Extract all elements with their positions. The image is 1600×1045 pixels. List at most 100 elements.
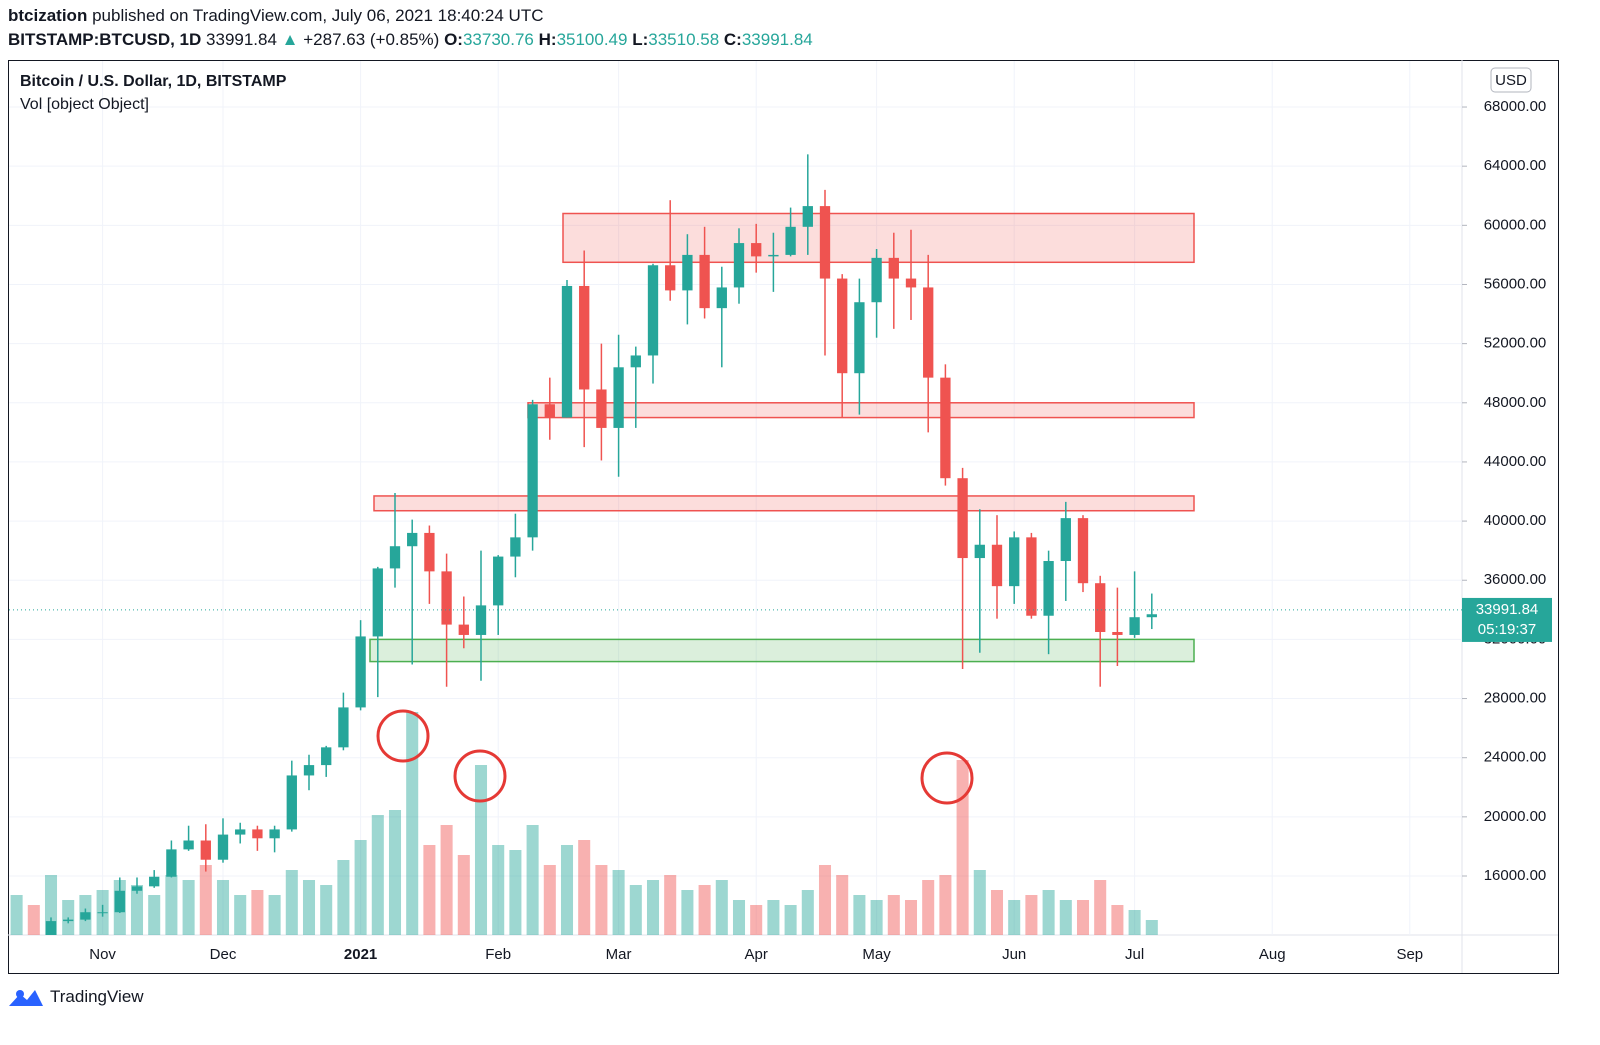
candle-body: [372, 568, 383, 637]
candle-body: [149, 876, 160, 887]
candle-body: [785, 226, 796, 255]
candle-body: [475, 605, 487, 635]
open: 33730.76: [462, 30, 534, 49]
volume-bar: [801, 890, 814, 935]
candle-body: [665, 265, 676, 291]
ticker-line: BITSTAMP:BTCUSD, 1D 33991.84 ▲ +287.63 (…: [8, 30, 813, 50]
change: +287.63 (+0.85%): [303, 30, 440, 49]
candle-body: [579, 285, 590, 390]
candle-body: [97, 912, 108, 914]
volume-bar: [853, 895, 866, 935]
close: 33991.84: [741, 30, 813, 49]
candle-body: [1026, 537, 1037, 616]
last-price-label: 33991.84: [1476, 601, 1539, 618]
candle-body: [166, 849, 177, 877]
l-label: L:: [632, 30, 649, 49]
volume-bar: [646, 880, 660, 935]
volume-bar: [199, 865, 212, 935]
x-tick-label: Sep: [1396, 946, 1423, 963]
candle-body: [510, 537, 521, 557]
x-tick-label: Aug: [1259, 946, 1286, 963]
volume-bar: [406, 712, 419, 935]
volume-bar: [664, 875, 677, 935]
volume-bar: [1059, 900, 1072, 935]
candle-body: [441, 571, 452, 625]
x-tick-label: Jul: [1125, 946, 1144, 963]
candle-body: [802, 206, 813, 227]
candle-body: [819, 206, 831, 279]
y-tick-label: 56000.00: [1484, 275, 1547, 292]
candle-body: [217, 834, 229, 860]
candle-body: [424, 532, 435, 572]
volume-bar: [922, 880, 935, 935]
candle-body: [1095, 583, 1106, 632]
y-tick-label: 64000.00: [1484, 157, 1547, 174]
y-tick-label: 52000.00: [1484, 335, 1547, 352]
candle-body: [389, 546, 401, 569]
candle-body: [888, 257, 899, 279]
y-tick-label: 60000.00: [1484, 216, 1547, 233]
candle-body: [338, 707, 349, 748]
volume-bar: [440, 825, 453, 935]
candle-body: [716, 287, 727, 309]
candle-body: [596, 389, 607, 428]
candle-body: [493, 556, 504, 606]
volume-bar: [1094, 880, 1107, 935]
volume-bar: [371, 815, 384, 935]
chart-frame: [8, 60, 1559, 974]
candle-body: [561, 285, 573, 418]
x-tick-label: Mar: [606, 946, 632, 963]
h-label: H:: [538, 30, 557, 49]
y-tick-label: 28000.00: [1484, 690, 1547, 707]
candle-body: [1112, 631, 1123, 635]
publish-line: btcization published on TradingView.com,…: [8, 6, 544, 26]
low: 33510.58: [648, 30, 720, 49]
c-label: C:: [723, 30, 742, 49]
volume-bar: [1128, 910, 1141, 935]
candle-body: [940, 377, 951, 479]
x-tick-label: Dec: [210, 946, 237, 963]
volume-bar: [578, 840, 591, 935]
candle-body: [63, 919, 74, 922]
candle-body: [235, 829, 246, 835]
volume-bar: [1042, 890, 1055, 935]
circle-annotation: [453, 749, 507, 803]
volume-bar: [818, 865, 832, 935]
volume-bar: [10, 895, 23, 935]
zone: [373, 495, 1195, 512]
volume-bar: [990, 890, 1004, 935]
countdown: 05:19:37: [1478, 621, 1536, 638]
volume-bar: [354, 840, 367, 935]
x-tick-label: 2021: [344, 946, 377, 963]
currency-box[interactable]: [1490, 67, 1532, 93]
candle-body: [200, 840, 211, 860]
y-tick-label: 20000.00: [1484, 808, 1547, 825]
candle-body: [183, 840, 194, 850]
candle-body: [458, 624, 469, 635]
volume-bar: [732, 900, 746, 935]
footer: TradingView: [8, 986, 144, 1008]
volume-bar: [560, 845, 574, 935]
volume-bar: [526, 825, 539, 935]
candle-body: [544, 404, 555, 418]
publisher: btcization: [8, 6, 88, 25]
candle-body: [269, 829, 280, 839]
candle-body: [527, 404, 538, 538]
x-tick-label: Feb: [485, 946, 511, 963]
volume-bar: [681, 890, 694, 935]
series-title: Bitcoin / U.S. Dollar, 1D, BITSTAMP: [20, 73, 287, 90]
last-price-box: [1462, 597, 1552, 642]
volume-bar: [973, 870, 986, 935]
volume-bar: [784, 905, 797, 935]
currency[interactable]: USD: [1495, 72, 1527, 89]
candle-body: [837, 278, 848, 374]
volume-bar: [1025, 895, 1038, 935]
volume-bar: [956, 760, 969, 935]
volume-bar: [612, 870, 625, 935]
candle-body: [286, 775, 297, 830]
candle-body: [1009, 537, 1020, 587]
candle-body: [630, 355, 641, 368]
y-tick-label: 40000.00: [1484, 512, 1547, 529]
y-tick-label: 48000.00: [1484, 394, 1547, 411]
